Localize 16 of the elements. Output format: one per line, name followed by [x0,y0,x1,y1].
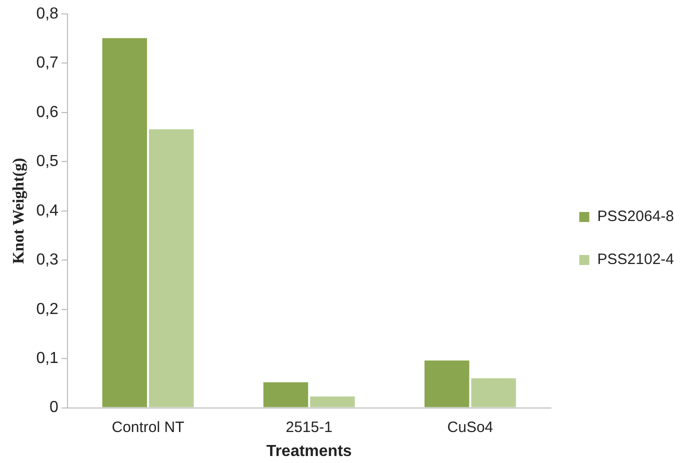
x-axis-title: Treatments [266,442,352,460]
y-tick-label: 0,3 [36,252,59,269]
x-tick-label: Control NT [112,418,184,436]
y-tick-label: 0,8 [36,5,59,22]
y-tick-label: 0,7 [36,54,59,72]
y-tick-label: 0,6 [36,104,59,121]
y-axis-title: Knot Weight(g) [10,158,28,264]
y-tick-label: 0 [50,399,59,416]
y-tick-label: 0,4 [36,202,59,220]
y-tick-label: 0,5 [36,153,59,170]
legend-label: PSS2064-8 [597,208,674,226]
x-tick-label: CuSo4 [447,418,494,436]
legend-label: PSS2102-4 [597,251,674,268]
y-tick-label: 0,1 [36,350,59,367]
y-tick-label: 0,2 [36,300,59,318]
x-tick-label: 2515-1 [286,418,332,436]
